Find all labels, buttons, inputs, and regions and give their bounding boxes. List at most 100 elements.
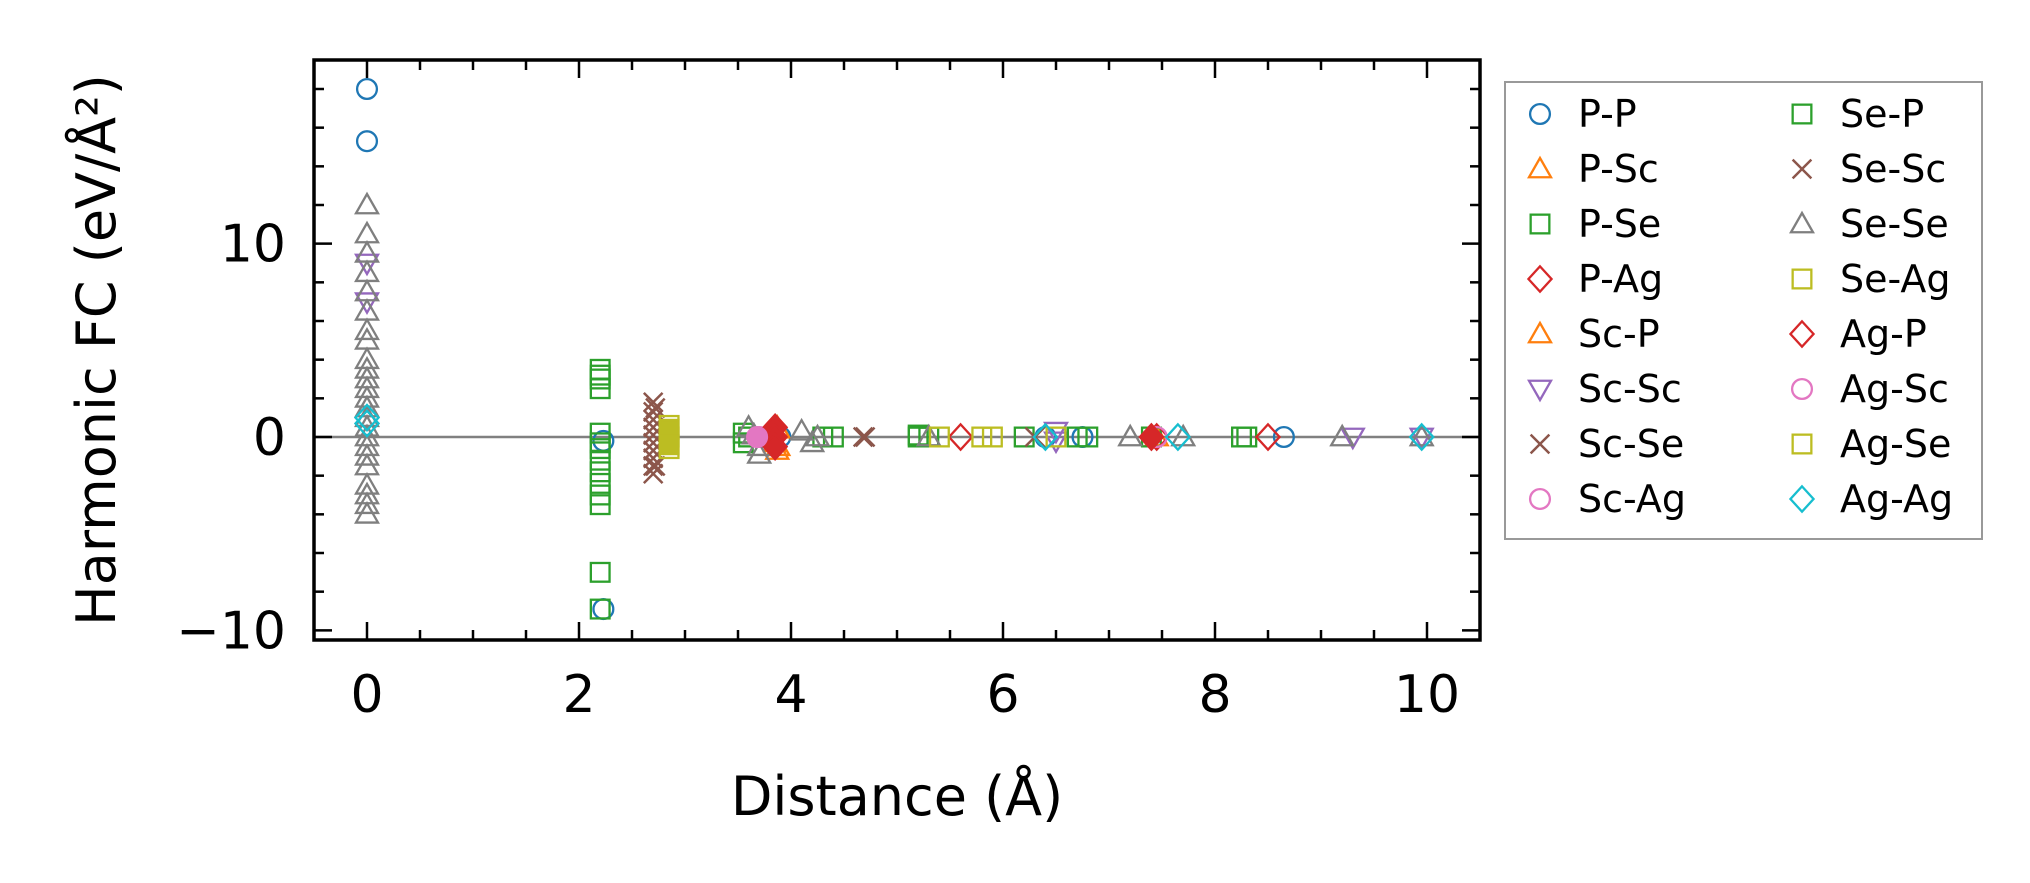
legend-marker xyxy=(1791,103,1813,125)
legend-label: P-Se xyxy=(1578,202,1661,246)
x-tick-label: 0 xyxy=(350,665,383,725)
legend-marker xyxy=(1788,484,1816,514)
data-point xyxy=(1339,427,1366,451)
series-ag-sc xyxy=(746,425,769,449)
data-point xyxy=(589,432,611,454)
data-point xyxy=(761,432,789,462)
data-point xyxy=(1117,423,1144,447)
series-se-se xyxy=(354,191,1435,524)
data-point xyxy=(1138,422,1165,452)
data-point xyxy=(642,455,664,477)
y-tick-label: −10 xyxy=(176,601,286,661)
legend-label: Sc-Se xyxy=(1578,422,1684,466)
data-point xyxy=(1077,426,1099,448)
data-point xyxy=(1408,427,1435,451)
legend: P-P P-Sc P-Se P-Ag Sc-P Sc-Sc Sc-Se Sc-Ag Se-P Se… xyxy=(1504,81,1983,540)
data-point xyxy=(642,391,664,413)
legend-marker xyxy=(1526,264,1554,294)
data-point xyxy=(746,441,773,464)
x-tick-label: 2 xyxy=(562,665,595,725)
data-point xyxy=(589,472,611,494)
series-sc-sc xyxy=(354,253,1435,455)
data-point xyxy=(1329,423,1356,447)
ticks-layer xyxy=(314,60,1480,640)
legend-label: P-P xyxy=(1578,92,1637,136)
data-point xyxy=(354,292,380,315)
data-point xyxy=(1043,431,1069,455)
data-point xyxy=(971,426,993,448)
legend-label: Ag-Se xyxy=(1840,422,1951,466)
data-point xyxy=(1408,423,1435,447)
legend-label: Se-Sc xyxy=(1840,147,1946,191)
legend-marker xyxy=(1527,320,1553,344)
legend-label: Sc-Ag xyxy=(1578,477,1686,521)
legend-marker xyxy=(1529,433,1551,455)
data-point xyxy=(799,429,826,453)
legend-marker xyxy=(1529,213,1551,235)
data-point xyxy=(355,77,379,101)
legend-label: Sc-Sc xyxy=(1578,367,1682,411)
x-tick-label: 10 xyxy=(1394,665,1460,725)
data-point xyxy=(354,501,380,524)
data-point xyxy=(354,253,380,277)
data-point xyxy=(746,425,769,449)
legend-marker xyxy=(1791,433,1813,455)
series-ag-p xyxy=(761,412,1165,462)
data-point xyxy=(354,191,380,215)
legend-marker xyxy=(1528,102,1552,126)
data-point xyxy=(1272,425,1295,449)
legend-marker xyxy=(1791,268,1813,290)
data-point xyxy=(645,397,666,419)
y-tick-label: 0 xyxy=(253,408,286,468)
data-point xyxy=(642,463,664,484)
series-ag-ag xyxy=(353,403,1435,452)
data-point xyxy=(354,317,380,341)
x-axis-label: Distance (Å) xyxy=(731,764,1063,828)
data-point xyxy=(1164,422,1192,452)
x-tick-label: 8 xyxy=(1198,665,1231,725)
data-point xyxy=(804,423,831,447)
data-point xyxy=(1032,422,1059,452)
data-point xyxy=(1231,426,1253,448)
data-point xyxy=(589,461,611,483)
data-point xyxy=(1254,422,1282,452)
data-point xyxy=(928,426,950,448)
y-tick-label: 10 xyxy=(220,215,286,275)
data-point xyxy=(354,443,380,466)
x-tick-label: 4 xyxy=(774,665,807,725)
series-se-sc xyxy=(645,397,874,477)
legend-frame xyxy=(1504,81,1983,540)
legend-label: Se-Ag xyxy=(1840,257,1951,301)
data-point xyxy=(852,426,874,448)
legend-label: Ag-P xyxy=(1840,312,1927,356)
legend-label: P-Sc xyxy=(1578,147,1659,191)
legend-label: Ag-Sc xyxy=(1840,367,1949,411)
data-point xyxy=(353,409,381,438)
data-point xyxy=(589,494,611,516)
tick-labels-layer: 0 2 4 6 8 10 −10 0 10 xyxy=(176,215,1460,725)
legend-marker xyxy=(1789,210,1815,234)
data-point xyxy=(947,422,974,452)
legend-label: Sc-P xyxy=(1578,312,1660,356)
data-point xyxy=(645,455,666,477)
data-point xyxy=(1066,426,1088,448)
data-point xyxy=(589,364,611,386)
data-point xyxy=(589,561,611,583)
data-point xyxy=(353,403,381,433)
legend-marker xyxy=(1788,319,1816,349)
legend-label: Se-P xyxy=(1840,92,1924,136)
legend-marker xyxy=(1528,487,1552,511)
data-point xyxy=(788,417,815,441)
data-point xyxy=(658,434,680,456)
data-point xyxy=(589,378,611,400)
data-point xyxy=(1045,426,1067,448)
legend-label: Ag-Ag xyxy=(1840,477,1953,521)
data-point xyxy=(355,130,379,153)
marks-layer xyxy=(353,77,1435,621)
legend-marker xyxy=(1527,155,1553,179)
data-point xyxy=(589,449,611,471)
data-point xyxy=(854,426,876,448)
legend-marker xyxy=(1527,379,1553,403)
y-axis-label: Harmonic FC (eV/Å²) xyxy=(64,74,128,626)
